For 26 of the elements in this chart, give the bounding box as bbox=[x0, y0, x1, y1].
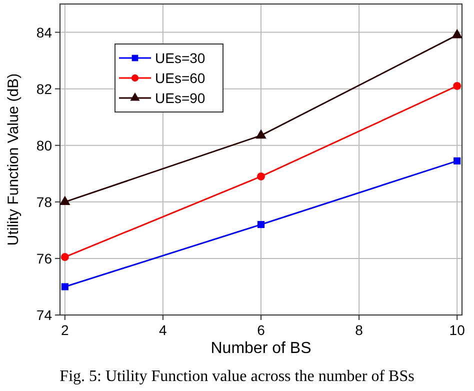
y-tick-label: 74 bbox=[36, 307, 52, 323]
point bbox=[60, 253, 69, 262]
y-tick-label: 76 bbox=[36, 250, 52, 266]
legend-label: UEs=60 bbox=[155, 70, 206, 86]
point bbox=[257, 220, 265, 228]
x-tick-label: 10 bbox=[449, 322, 466, 338]
y-tick-label: 82 bbox=[36, 80, 52, 97]
legend-label: UEs=90 bbox=[155, 90, 206, 106]
point bbox=[60, 196, 70, 206]
point bbox=[257, 172, 265, 180]
x-tick-label: 4 bbox=[159, 322, 168, 338]
y-tick-label: 78 bbox=[36, 194, 52, 210]
x-axis-title: Number of BS bbox=[210, 340, 312, 357]
caption: Fig. 5: Utility Function value across the number of BSs bbox=[60, 368, 414, 385]
point bbox=[453, 82, 462, 90]
point bbox=[454, 157, 461, 164]
point bbox=[452, 28, 462, 38]
x-tick-label: 8 bbox=[355, 322, 364, 338]
y-tick-label: 84 bbox=[36, 24, 52, 40]
point bbox=[61, 283, 68, 290]
y-tick-label: 80 bbox=[36, 137, 52, 154]
y-axis-title: Utility Function Value (dB) bbox=[5, 73, 22, 246]
point bbox=[256, 129, 266, 139]
x-tick-label: 2 bbox=[61, 322, 70, 338]
legend-label: UEs=30 bbox=[155, 50, 206, 66]
x-tick-label: 6 bbox=[257, 322, 266, 338]
